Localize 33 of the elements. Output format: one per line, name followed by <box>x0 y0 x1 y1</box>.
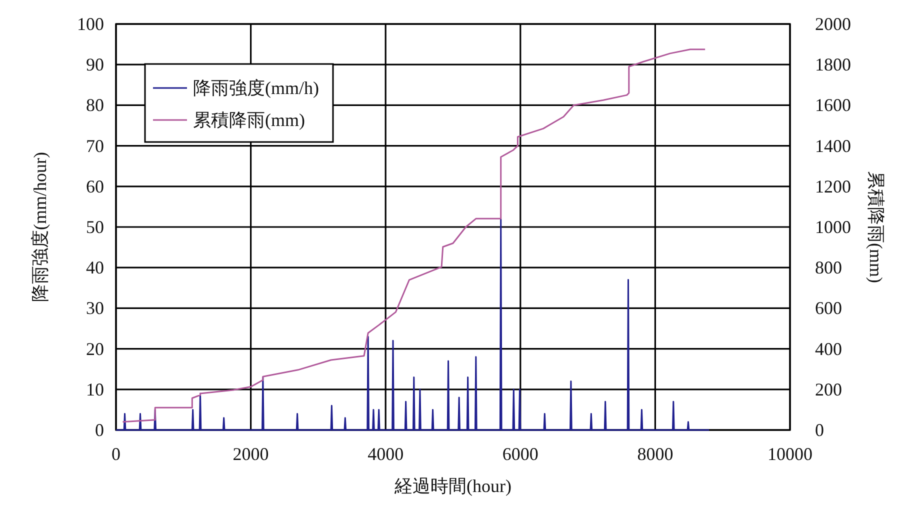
y-tick-label: 20 <box>86 338 104 359</box>
y-axis-title: 降雨強度(mm/hour) <box>30 152 50 302</box>
y2-tick-label: 400 <box>815 338 842 359</box>
legend-label: 累積降雨(mm) <box>193 110 305 130</box>
y-tick-label: 60 <box>86 176 104 196</box>
x-tick-label: 4000 <box>368 444 404 464</box>
y2-axis-title: 累積降雨(mm) <box>866 171 886 283</box>
y2-tick-label: 1200 <box>815 176 851 196</box>
y-tick-label: 40 <box>86 258 104 278</box>
y2-tick-label: 800 <box>815 258 842 278</box>
y2-tick-label: 1600 <box>815 95 851 116</box>
x-tick-label: 6000 <box>502 444 538 464</box>
y2-tick-label: 600 <box>815 298 842 318</box>
y2-tick-label: 1400 <box>815 136 851 156</box>
x-tick-label: 0 <box>112 444 120 464</box>
y2-tick-label: 1000 <box>815 217 851 237</box>
x-tick-label: 2000 <box>232 444 269 464</box>
y-tick-label: 10 <box>86 379 104 400</box>
y2-tick-label: 0 <box>815 420 824 440</box>
y-tick-label: 30 <box>86 298 104 318</box>
legend-label: 降雨強度(mm/h) <box>193 78 319 98</box>
y-tick-label: 90 <box>86 54 104 75</box>
y-tick-label: 0 <box>95 420 104 440</box>
y2-tick-label: 1800 <box>815 54 851 75</box>
x-tick-label: 10000 <box>768 444 812 464</box>
y2-tick-label: 2000 <box>815 14 851 34</box>
y2-tick-label: 200 <box>815 379 842 400</box>
y-tick-label: 50 <box>86 217 104 237</box>
y-tick-label: 80 <box>86 95 104 116</box>
y-tick-label: 100 <box>77 14 104 34</box>
x-tick-label: 8000 <box>637 444 674 464</box>
x-axis-title: 経過時間(hour) <box>394 476 512 496</box>
y-tick-label: 70 <box>86 136 104 156</box>
